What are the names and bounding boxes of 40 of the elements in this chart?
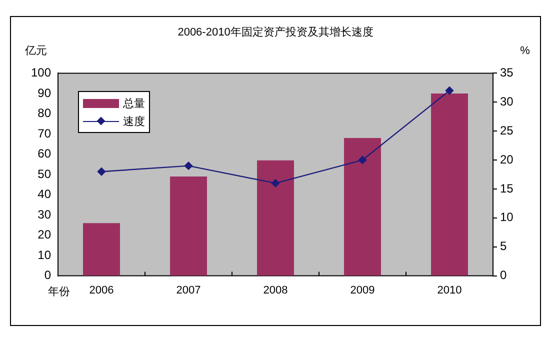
y-tick-label: 0 (44, 268, 52, 282)
y-tick-label: 90 (38, 86, 52, 100)
y-tick-label: 10 (38, 248, 52, 262)
point (97, 168, 106, 176)
y2-tick-label: 30 (500, 94, 514, 108)
legend-label: 总量 (123, 96, 145, 111)
y2-axis-title: % (520, 45, 530, 58)
y2-tick-label: 20 (500, 152, 514, 166)
y-tick-label: 60 (38, 146, 52, 161)
chart-title: 2006-2010年固定资产投资及其增长速度 (178, 26, 374, 39)
y2-tick-label: 0 (500, 268, 507, 282)
point (358, 156, 367, 164)
y-tick-label: 100 (30, 66, 52, 80)
y2-tick-label: 5 (500, 239, 507, 254)
bar (83, 223, 120, 276)
y2-tick-label: 25 (500, 123, 514, 138)
bar (344, 138, 381, 276)
bar (170, 176, 207, 276)
y-tick-label: 30 (38, 207, 52, 222)
legend-label: 速度 (123, 114, 145, 129)
y-tick-label: 40 (38, 187, 52, 202)
y-tick-label: 70 (38, 126, 52, 140)
y-axis-title: 亿元 (24, 45, 47, 58)
x-tick-label: 2008 (263, 284, 288, 296)
y-tick-label: 80 (38, 106, 52, 120)
y-tick-label: 20 (38, 228, 52, 242)
y2-tick-label: 10 (500, 210, 514, 224)
point (271, 179, 280, 188)
x-axis-title: 年份 (48, 286, 70, 298)
x-tick-label: 2009 (350, 284, 375, 296)
y2-tick-label: 15 (500, 181, 514, 196)
bar (257, 160, 294, 276)
x-tick-label: 2007 (176, 284, 201, 296)
point (184, 162, 193, 170)
y2-tick-label: 35 (500, 66, 514, 80)
y-tick-label: 50 (38, 166, 52, 181)
point (445, 86, 454, 95)
x-tick-label: 2006 (89, 284, 114, 296)
x-tick-label: 2010 (437, 284, 462, 296)
bar (431, 93, 468, 276)
